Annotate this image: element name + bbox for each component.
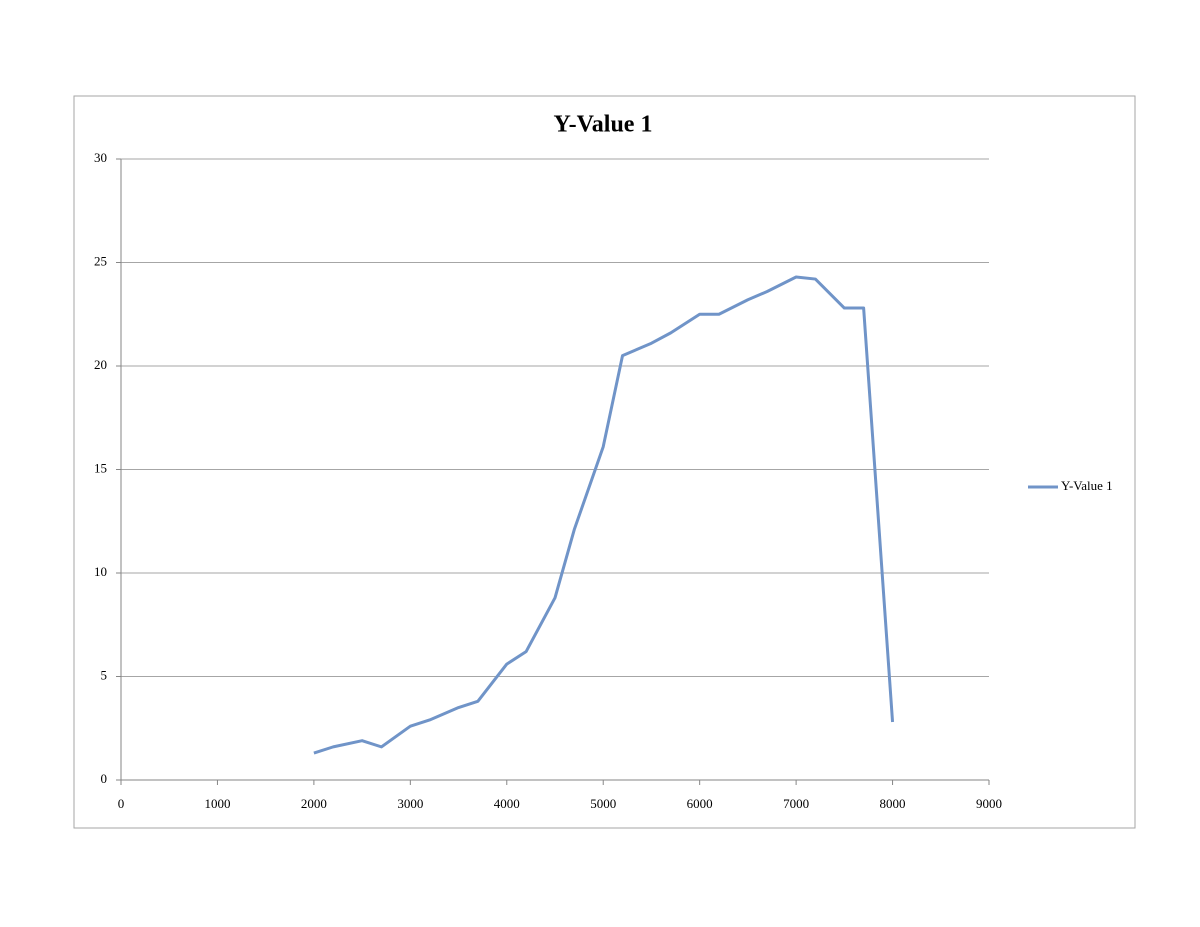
y-tick-label: 15: [94, 460, 107, 475]
y-tick-label: 25: [94, 253, 107, 268]
x-tick-label: 6000: [687, 796, 713, 811]
y-tick-label: 5: [101, 667, 108, 682]
y-tick-label: 20: [94, 357, 107, 372]
x-tick-label: 7000: [783, 796, 809, 811]
y-tick-label: 30: [94, 150, 107, 165]
x-tick-label: 4000: [494, 796, 520, 811]
legend-label: Y-Value 1: [1061, 478, 1113, 493]
y-tick-label: 10: [94, 564, 107, 579]
x-tick-label: 5000: [590, 796, 616, 811]
x-tick-label: 8000: [880, 796, 906, 811]
chart-frame: [73, 95, 1136, 829]
y-tick-label: 0: [101, 771, 108, 786]
x-tick-label: 1000: [204, 796, 230, 811]
data-line: [313, 275, 895, 755]
x-tick-label: 0: [118, 796, 125, 811]
x-tick-label: 9000: [976, 796, 1002, 811]
x-tick-label: 3000: [397, 796, 423, 811]
chart-title: Y-Value 1: [554, 112, 653, 138]
x-tick-label: 2000: [301, 796, 327, 811]
